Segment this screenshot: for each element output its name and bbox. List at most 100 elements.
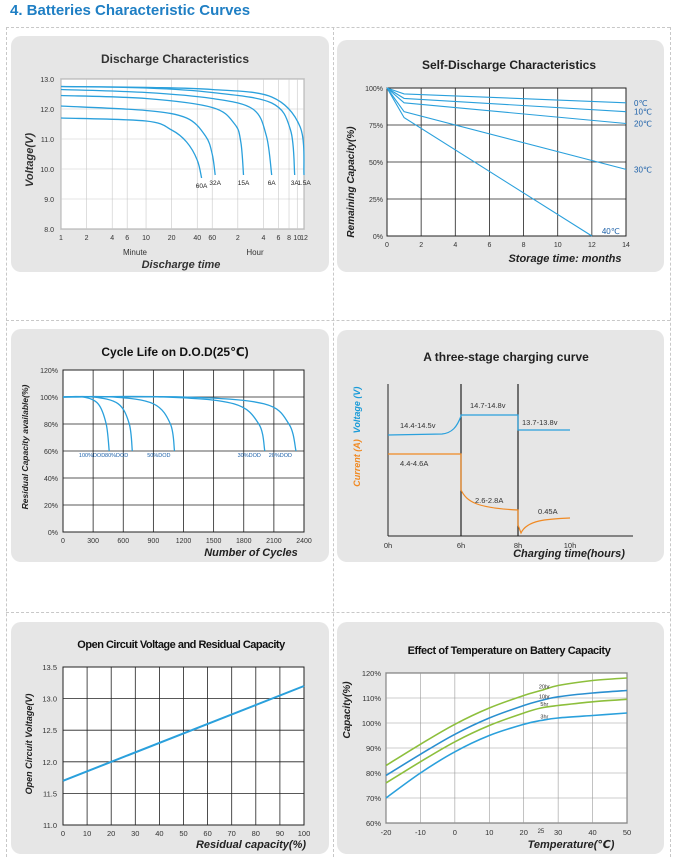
chart-title: Discharge Characteristics <box>101 52 249 66</box>
y-tick-label: 12.0 <box>42 758 57 767</box>
series-line <box>385 689 628 777</box>
series-line <box>60 94 245 176</box>
divider <box>333 27 334 857</box>
x-tick-label: 1200 <box>176 538 192 545</box>
x-tick-label: 40 <box>588 828 596 837</box>
series-line <box>385 698 628 784</box>
x-tick-label: 0h <box>384 541 392 550</box>
x-tick-label: 6 <box>276 235 280 242</box>
y-tick-label: 12.0 <box>40 107 54 114</box>
x-tick-label: -20 <box>381 828 392 837</box>
x-tick-label: 60 <box>208 235 216 242</box>
ocv-chart: Open Circuit Voltage and Residual Capaci… <box>24 639 310 851</box>
annotation: 14.4-14.5v <box>400 421 436 430</box>
x-tick-label: 0 <box>453 828 457 837</box>
x-tick-label: 10 <box>142 235 150 242</box>
chart-title: A three-stage charging curve <box>423 350 589 364</box>
x-tick-label: 25 <box>538 829 545 835</box>
divider <box>6 27 7 857</box>
x-tick-label: 12 <box>300 235 308 242</box>
series-line <box>60 88 273 176</box>
series-label: 3hr <box>540 715 548 721</box>
y-tick-label: 80% <box>366 769 381 778</box>
y-axis-label: Voltage(V) <box>24 133 36 187</box>
y-tick-label: 120% <box>362 669 382 678</box>
x-axis-label: Residual capacity(%) <box>196 839 306 851</box>
x-tick-label: 4 <box>261 235 265 242</box>
x-tick-label: 1500 <box>206 538 222 545</box>
x-axis-label: Number of Cycles <box>204 547 298 559</box>
x-tick-label: 10 <box>554 242 562 249</box>
y-axis-label: Capacity(%) <box>342 681 353 739</box>
page-heading: 4. Batteries Characteristic Curves <box>10 2 251 19</box>
cycle-life-panel: Cycle Life on D.O.D(25℃) 0 300 600 900 1200 1… <box>11 329 329 562</box>
y-tick-label: 100% <box>362 719 382 728</box>
series-line <box>386 87 627 104</box>
x-tick-label: 10 <box>83 829 91 838</box>
series-label: 5hr <box>540 702 548 708</box>
series-line <box>62 685 305 782</box>
y-tick-label: 50% <box>369 160 383 167</box>
x-tick-label: 50 <box>623 828 631 837</box>
y-tick-label: 40% <box>44 476 58 483</box>
chart-title: Cycle Life on D.O.D(25℃) <box>101 345 248 359</box>
y-tick-label: 10.0 <box>40 167 54 174</box>
divider <box>6 27 670 28</box>
x-tick-label: 6 <box>487 242 491 249</box>
x-tick-label: 20 <box>520 828 528 837</box>
chart-title: Effect of Temperature on Battery Capacit… <box>408 645 612 657</box>
divider <box>6 612 670 613</box>
y-tick-label: 13.5 <box>42 663 57 672</box>
series-label: 1.5A <box>297 180 311 187</box>
x-axis-label: Discharge time <box>142 259 221 271</box>
series-line <box>60 105 216 176</box>
x-tick-label: 40 <box>193 235 201 242</box>
y-tick-label: 13.0 <box>42 695 57 704</box>
x-tick-label: 600 <box>117 538 129 545</box>
x-tick-label: 30 <box>554 828 562 837</box>
x-tick-label: 8 <box>287 235 291 242</box>
series-label: 32A <box>209 180 221 187</box>
series-line <box>386 87 627 125</box>
y-tick-label: 11.0 <box>43 821 57 830</box>
voltage-line <box>387 414 570 436</box>
series-label: 10hr <box>539 695 550 701</box>
series-label: 30℃ <box>634 165 652 174</box>
y-tick-label: 100% <box>365 86 383 93</box>
series-label: 80%DOD <box>105 453 128 459</box>
y-tick-label: 120% <box>40 368 58 375</box>
x-tick-label: 0 <box>61 538 65 545</box>
annotation: 14.7-14.8v <box>470 401 506 410</box>
x-tick-label: 2 <box>85 235 89 242</box>
y-tick-label: 0% <box>48 530 58 537</box>
series-line <box>60 85 305 176</box>
series-line <box>386 87 627 113</box>
x-tick-label: 12 <box>588 242 596 249</box>
y-tick-label: 11.5 <box>43 789 57 798</box>
self-discharge-chart: Self-Discharge Characteristics 0 2 4 6 8 10 12… <box>346 58 652 265</box>
y-axis-label: Open Circuit Voltage(V) <box>24 694 34 795</box>
series-label: 100%DOD <box>79 453 105 459</box>
y-tick-label: 110% <box>362 694 381 703</box>
y-tick-label: 60% <box>366 819 381 828</box>
charging-chart: A three-stage charging curve 0h 6h 8h 10h 14… <box>352 350 633 560</box>
y-tick-label: 90% <box>366 744 381 753</box>
x-tick-label: 10 <box>485 828 493 837</box>
y-tick-label: 20% <box>44 503 58 510</box>
annotation: 13.7-13.8v <box>522 418 558 427</box>
x-tick-label: 40 <box>155 829 163 838</box>
series-label: 20hr <box>539 685 550 691</box>
y-tick-label: 60% <box>44 449 58 456</box>
x-group-label-minute: Minute <box>123 248 148 257</box>
discharge-chart: Discharge Characteristics 1 2 4 6 10 20 40 60 2 4… <box>24 52 311 271</box>
discharge-panel: Discharge Characteristics 1 2 4 6 10 20 40 60 2 4… <box>11 36 329 272</box>
y-tick-label: 8.0 <box>44 227 54 234</box>
x-tick-label: 2400 <box>296 538 312 545</box>
temperature-panel: Effect of Temperature on Battery Capacit… <box>337 622 664 854</box>
annotation: 2.6-2.8A <box>475 496 503 505</box>
x-tick-label: 4 <box>453 242 457 249</box>
temperature-chart: Effect of Temperature on Battery Capacit… <box>342 645 631 851</box>
y-tick-label: 25% <box>369 197 383 204</box>
y-tick-label: 70% <box>366 794 381 803</box>
y-tick-label: 75% <box>369 123 383 130</box>
